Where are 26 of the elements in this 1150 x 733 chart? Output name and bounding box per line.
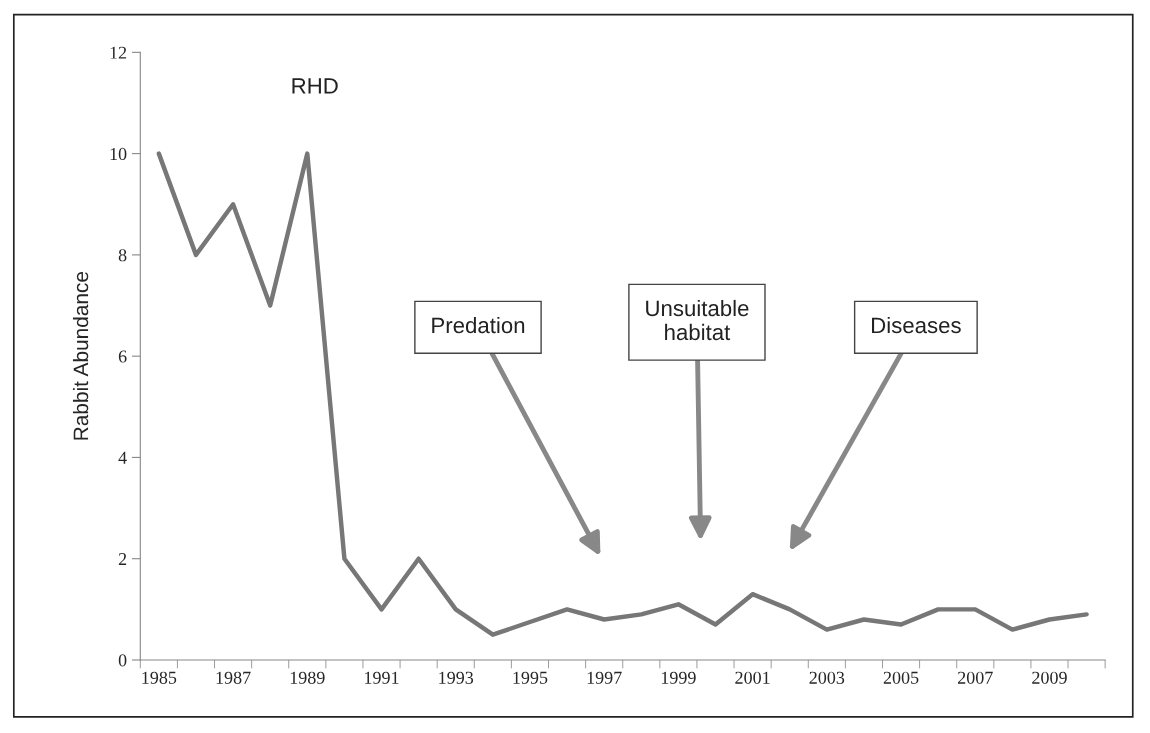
x-tick-label: 2005 [883,671,919,684]
x-tick-label: 1999 [661,671,696,684]
y-tick-label: 12 [110,46,127,59]
x-tick-label: 1995 [513,671,548,684]
x-tick-label: 2003 [809,671,845,684]
x-tick-label: 2009 [1032,671,1067,684]
line-series [156,151,1089,637]
y-axis-title: Rabbit Abundance [72,271,89,440]
y-tick-label: 4 [118,451,127,464]
x-tick-label: 1993 [439,671,474,684]
x-tick-label: 1997 [587,671,622,684]
x-tick-label: 1987 [216,671,251,684]
annotation: Unsuitable habitat [646,299,749,341]
y-tick-label: 8 [118,249,127,262]
annotation: Predation [432,316,525,334]
annotation: Diseases [872,316,961,334]
y-tick-label: 0 [118,654,127,667]
x-tick-label: 2007 [958,671,993,684]
annotation: RHD [292,78,338,94]
x-tick-label: 1985 [142,671,177,684]
x-tick-label: 1991 [365,671,399,684]
y-tick-label: 6 [118,350,127,363]
x-tick-label: 2001 [735,671,770,684]
y-tick-label: 10 [110,147,127,161]
x-tick-label: 1989 [290,671,325,684]
y-tick-label: 2 [118,553,127,565]
